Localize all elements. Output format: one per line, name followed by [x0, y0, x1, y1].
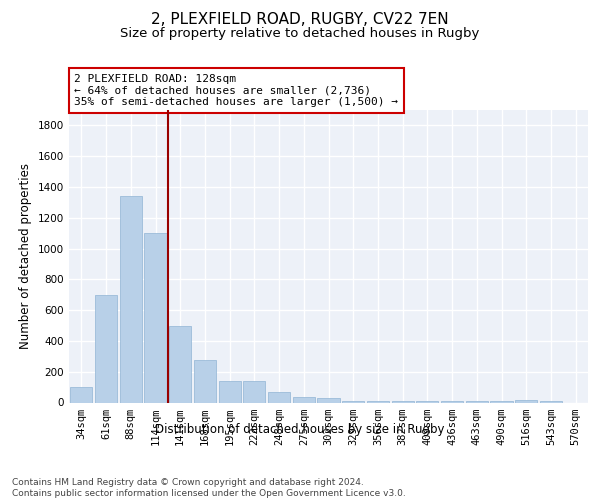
Bar	[95, 294, 117, 403]
Bar	[169, 326, 191, 402]
Text: 2, PLEXFIELD ROAD, RUGBY, CV22 7EN: 2, PLEXFIELD ROAD, RUGBY, CV22 7EN	[151, 12, 449, 28]
Bar	[416, 401, 439, 402]
Text: Contains HM Land Registry data © Crown copyright and database right 2024.
Contai: Contains HM Land Registry data © Crown c…	[12, 478, 406, 498]
Bar	[515, 400, 538, 402]
Bar	[441, 401, 463, 402]
Bar	[218, 381, 241, 402]
Bar	[367, 401, 389, 402]
Bar	[268, 392, 290, 402]
Bar	[194, 360, 216, 403]
Bar	[490, 401, 512, 402]
Bar	[70, 387, 92, 402]
Bar	[119, 196, 142, 402]
Y-axis label: Number of detached properties: Number of detached properties	[19, 163, 32, 349]
Bar	[466, 401, 488, 402]
Bar	[317, 398, 340, 402]
Bar	[392, 401, 414, 402]
Bar	[293, 397, 315, 402]
Text: Size of property relative to detached houses in Rugby: Size of property relative to detached ho…	[121, 28, 479, 40]
Bar	[540, 401, 562, 402]
Bar	[243, 381, 265, 402]
Bar	[342, 401, 364, 402]
Text: 2 PLEXFIELD ROAD: 128sqm
← 64% of detached houses are smaller (2,736)
35% of sem: 2 PLEXFIELD ROAD: 128sqm ← 64% of detach…	[74, 74, 398, 107]
Bar	[145, 233, 167, 402]
Text: Distribution of detached houses by size in Rugby: Distribution of detached houses by size …	[155, 422, 445, 436]
